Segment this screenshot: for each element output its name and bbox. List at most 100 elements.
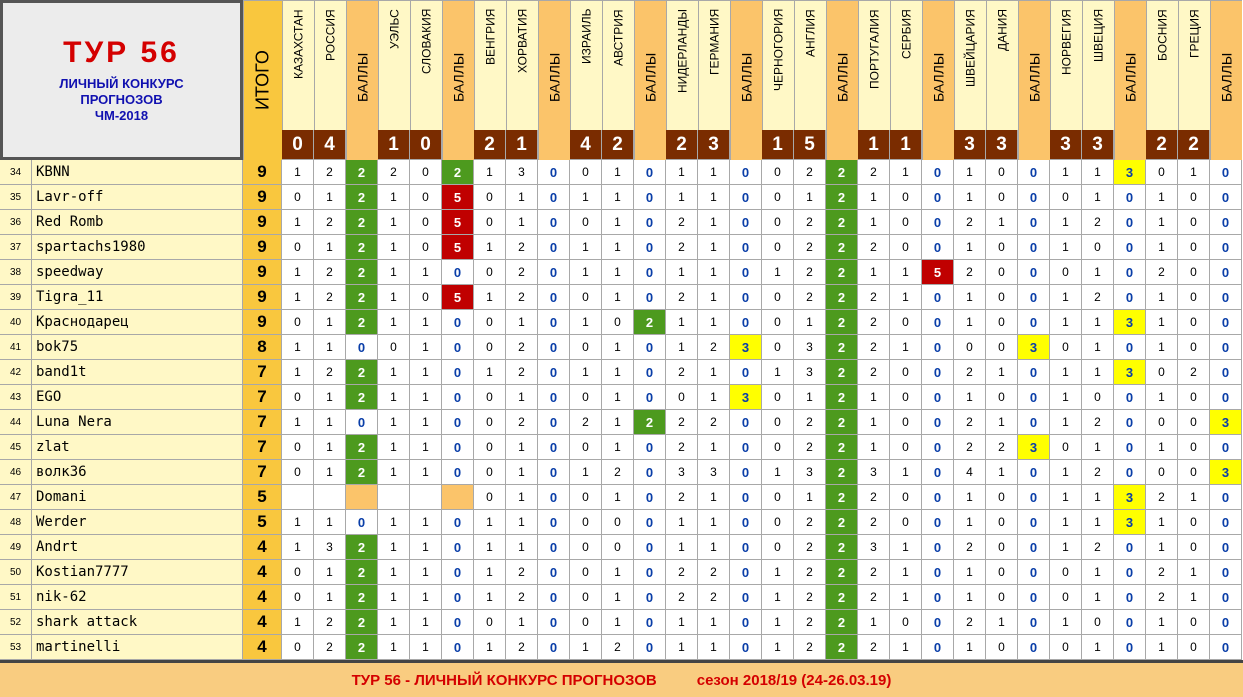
points-cell: 0 [1210, 610, 1242, 635]
points-cell: 0 [442, 585, 474, 610]
team-away: ДАНИЯ [986, 0, 1018, 130]
prediction-home: 1 [282, 610, 314, 635]
points-cell: 0 [1018, 160, 1050, 185]
prediction-home: 2 [666, 210, 698, 235]
points-cell: 0 [538, 585, 570, 610]
prediction-away: 1 [890, 260, 922, 285]
player-total: 9 [243, 210, 282, 235]
prediction-home: 1 [954, 285, 986, 310]
prediction-home: 1 [954, 385, 986, 410]
prediction-away: 1 [410, 535, 442, 560]
prediction-away: 0 [986, 585, 1018, 610]
prediction-away: 1 [698, 610, 730, 635]
prediction-home: 1 [666, 610, 698, 635]
prediction-away: 1 [698, 260, 730, 285]
prediction-home: 1 [858, 185, 890, 210]
player-total: 7 [243, 360, 282, 385]
points-cell: 0 [730, 485, 762, 510]
prediction-away: 0 [1178, 435, 1210, 460]
prediction-away: 1 [890, 160, 922, 185]
points-cell: 0 [1114, 335, 1146, 360]
prediction-away: 1 [1082, 335, 1114, 360]
prediction-home: 1 [474, 635, 506, 660]
prediction-home: 0 [474, 410, 506, 435]
player-name: nik-62 [32, 585, 243, 610]
prediction-home: 1 [282, 335, 314, 360]
row-number: 46 [0, 460, 32, 485]
prediction-away: 1 [794, 310, 826, 335]
prediction-away: 1 [602, 610, 634, 635]
prediction-home: 1 [570, 460, 602, 485]
prediction-away: 1 [602, 360, 634, 385]
prediction-away: 1 [698, 285, 730, 310]
points-cell: 0 [1018, 610, 1050, 635]
points-cell: 3 [1114, 510, 1146, 535]
prediction-away: 1 [602, 260, 634, 285]
prediction-away: 2 [794, 610, 826, 635]
prediction-home: 0 [570, 535, 602, 560]
team-away: СЛОВАКИЯ [410, 0, 442, 130]
prediction-home: 2 [858, 585, 890, 610]
points-cell: 0 [922, 485, 954, 510]
prediction-home: 0 [570, 160, 602, 185]
prediction-home: 0 [1050, 185, 1082, 210]
points-cell: 0 [634, 610, 666, 635]
points-cell: 0 [730, 235, 762, 260]
points-cell: 0 [1018, 235, 1050, 260]
row-number: 50 [0, 560, 32, 585]
prediction-home: 1 [474, 360, 506, 385]
prediction-away: 0 [890, 185, 922, 210]
prediction-home: 1 [474, 560, 506, 585]
points-cell: 0 [1210, 310, 1242, 335]
prediction-away: 1 [602, 210, 634, 235]
points-cell: 0 [538, 310, 570, 335]
prediction-home: 1 [282, 535, 314, 560]
prediction-home: 1 [762, 460, 794, 485]
points-cell: 0 [634, 160, 666, 185]
prediction-away: 1 [1082, 560, 1114, 585]
prediction-away: 0 [1178, 285, 1210, 310]
prediction-home: 0 [282, 310, 314, 335]
subtitle-line-1: ЛИЧНЫЙ КОНКУРС [59, 76, 184, 91]
team-away: СЕРБИЯ [890, 0, 922, 130]
prediction-home: 1 [474, 160, 506, 185]
prediction-away: 1 [986, 460, 1018, 485]
result-home: 2 [474, 130, 506, 160]
prediction-away: 2 [314, 635, 346, 660]
points-cell: 2 [826, 610, 858, 635]
prediction-away: 1 [698, 435, 730, 460]
team-home: ИЗРАИЛЬ [570, 0, 602, 130]
prediction-home: 2 [954, 260, 986, 285]
points-cell: 0 [922, 235, 954, 260]
row-number: 49 [0, 535, 32, 560]
prediction-away: 1 [1082, 260, 1114, 285]
result-away: 1 [890, 130, 922, 160]
points-cell: 0 [538, 160, 570, 185]
prediction-home: 2 [666, 235, 698, 260]
row-number: 41 [0, 335, 32, 360]
prediction-away [314, 485, 346, 510]
points-cell: 2 [346, 435, 378, 460]
prediction-home: 2 [858, 510, 890, 535]
points-cell: 0 [1210, 385, 1242, 410]
prediction-away: 1 [1082, 310, 1114, 335]
prediction-away: 2 [602, 635, 634, 660]
points-cell: 2 [346, 560, 378, 585]
prediction-home: 2 [1146, 485, 1178, 510]
prediction-home: 1 [378, 435, 410, 460]
title-block: ТУР 56 ЛИЧНЫЙ КОНКУРС ПРОГНОЗОВ ЧМ-2018 [0, 0, 243, 160]
prediction-home: 1 [570, 360, 602, 385]
result-home: 1 [378, 130, 410, 160]
row-number: 34 [0, 160, 32, 185]
player-name: Tigra_11 [32, 285, 243, 310]
prediction-home: 0 [762, 285, 794, 310]
points-cell: 0 [1018, 460, 1050, 485]
prediction-away: 1 [890, 560, 922, 585]
points-cell: 0 [730, 585, 762, 610]
prediction-home: 1 [1146, 210, 1178, 235]
result-away: 5 [794, 130, 826, 160]
prediction-home: 2 [666, 285, 698, 310]
prediction-away: 1 [410, 260, 442, 285]
prediction-away: 1 [410, 585, 442, 610]
prediction-home: 1 [1050, 385, 1082, 410]
